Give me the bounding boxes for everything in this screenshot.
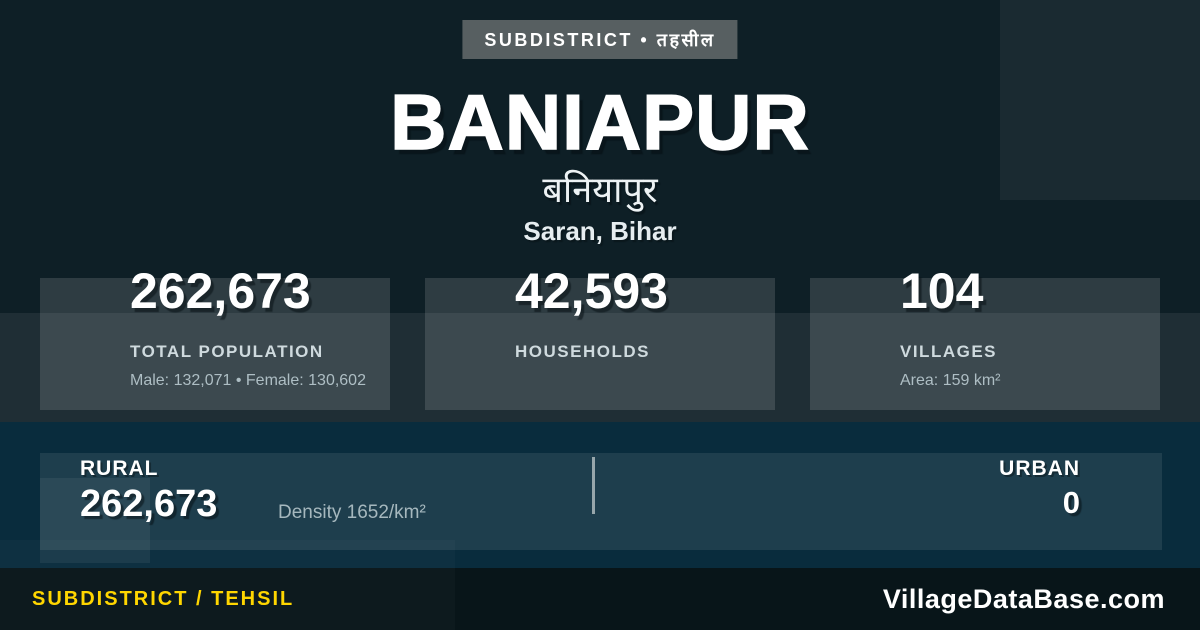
footer-bar: SUBDISTRICT / TEHSIL VillageDataBase.com — [0, 568, 1200, 630]
decor-corner-square — [40, 478, 150, 563]
rural-value: 262,673 — [80, 483, 218, 525]
density-text: Density 1652/km² — [278, 502, 426, 523]
villages-label: VILLAGES — [900, 342, 998, 361]
population-label: TOTAL POPULATION — [130, 342, 324, 361]
site-brand-link[interactable]: VillageDataBase.com — [882, 583, 1165, 614]
urban-label: URBAN — [999, 457, 1080, 480]
rural-label: RURAL — [80, 457, 159, 480]
villages-value: 104 — [900, 263, 984, 319]
villages-detail: Area: 159 km² — [900, 372, 1001, 389]
rural-urban-band: RURAL 262,673 Density 1652/km² URBAN 0 — [0, 422, 1200, 568]
stat-cards: 262,673 TOTAL POPULATION Male: 132,071 •… — [40, 266, 1160, 410]
rural-stat: RURAL 262,673 — [80, 456, 217, 524]
location-text: Saran, Bihar — [523, 216, 677, 246]
stat-card-households: 42,593 HOUSEHOLDS — [425, 266, 775, 410]
rural-urban-inner-panel — [40, 453, 1162, 550]
entity-type-badge: SUBDISTRICT • तहसील — [462, 20, 738, 59]
decor-horizontal-band — [0, 313, 1200, 422]
population-detail: Male: 132,071 • Female: 130,602 — [130, 372, 366, 389]
urban-value: 0 — [1062, 485, 1080, 520]
stat-card-villages: 104 VILLAGES Area: 159 km² — [810, 266, 1160, 410]
page-title: BANIAPUR — [389, 78, 810, 166]
stat-card-total-population: 262,673 TOTAL POPULATION Male: 132,071 •… — [40, 266, 390, 410]
vertical-divider — [592, 457, 595, 514]
page-title-hindi: बनियापुर — [542, 169, 658, 210]
urban-stat: URBAN 0 — [999, 456, 1080, 520]
households-value: 42,593 — [515, 263, 668, 319]
footer-entity-type: SUBDISTRICT / TEHSIL — [32, 587, 295, 610]
households-label: HOUSEHOLDS — [515, 342, 650, 361]
entity-type-badge-label: SUBDISTRICT • तहसील — [484, 29, 716, 50]
population-value: 262,673 — [130, 263, 311, 319]
decor-rect-top-right — [1000, 0, 1200, 200]
